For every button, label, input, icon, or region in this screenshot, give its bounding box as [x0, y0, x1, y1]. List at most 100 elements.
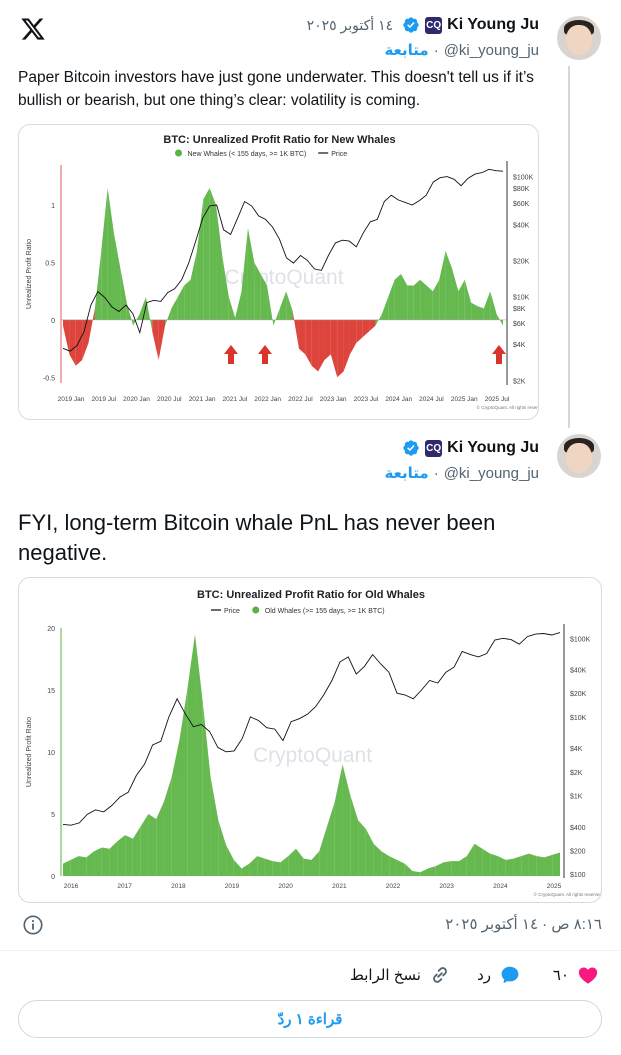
follow-button[interactable]: متابعة: [384, 42, 429, 59]
ratio-area-segment: [356, 319, 363, 343]
ratio-area-segment: [536, 856, 545, 876]
ratio-area-segment: [324, 319, 331, 361]
ratio-area-segment: [171, 296, 178, 320]
y-tick-label: -0.5: [43, 375, 55, 382]
x-tick-label: 2020 Jul: [157, 396, 182, 403]
tweet-text: FYI, long-term Bitcoin whale PnL has nev…: [18, 510, 496, 565]
author-name[interactable]: Ki Young Ju: [447, 439, 539, 456]
y2-tick-label: $40K: [570, 668, 587, 675]
ratio-area-segment: [63, 319, 70, 355]
affiliate-badge-icon: CQ: [425, 439, 443, 457]
tweet-meta: ٨:١٦ ص · ١٤ أكتوبر ٢٠٢٥: [18, 912, 602, 938]
ratio-area-segment: [145, 296, 153, 332]
ratio-area-segment: [202, 702, 211, 876]
author-handle[interactable]: @ki_young_ju: [443, 41, 539, 59]
y2-tick-label: $60K: [513, 201, 530, 208]
like-button[interactable]: ٦٠: [553, 964, 599, 986]
tweet-timestamp[interactable]: ٨:١٦ ص · ١٤ أكتوبر ٢٠٢٥: [445, 916, 602, 933]
x-tick-label: 2024 Jul: [419, 396, 444, 403]
ratio-area-segment: [195, 634, 203, 876]
ratio-area-segment: [394, 274, 401, 320]
tweet-date[interactable]: ١٤ أكتوبر ٢٠٢٥: [306, 16, 394, 33]
ratio-area-segment: [483, 291, 491, 320]
x-tick-label: 2019 Jul: [91, 396, 116, 403]
ratio-area-segment: [140, 814, 149, 876]
chart-image-old-whales[interactable]: BTC: Unrealized Profit Ratio for Old Wha…: [18, 577, 602, 903]
ratio-area-segment: [451, 861, 460, 876]
y2-tick-label: $4K: [513, 342, 526, 349]
ratio-area-segment: [82, 319, 89, 361]
ratio-area-segment: [505, 858, 514, 876]
y2-tick-label: $200: [570, 849, 586, 856]
tweet-text: Paper Bitcoin investors have just gone u…: [18, 69, 534, 109]
avatar[interactable]: [557, 434, 601, 478]
chart-image-new-whales[interactable]: BTC: Unrealized Profit Ratio for New Wha…: [18, 124, 539, 420]
ratio-area-segment: [247, 228, 255, 320]
ratio-area-segment: [101, 187, 108, 320]
y2-tick-label: $80K: [513, 186, 530, 193]
ratio-area-segment: [396, 859, 405, 876]
info-icon[interactable]: [22, 914, 44, 936]
author-name[interactable]: Ki Young Ju: [447, 16, 539, 33]
y2-tick-label: $400: [570, 825, 586, 832]
ratio-area-segment: [427, 866, 436, 876]
y2-tick-label: $100: [570, 872, 586, 879]
legend-label: Price: [331, 151, 347, 158]
x-tick-label: 2016: [64, 883, 79, 890]
ratio-area-segment: [216, 205, 223, 320]
legend-label: Price: [224, 608, 240, 615]
avatar[interactable]: [557, 16, 601, 60]
x-tick-label: 2024 Jan: [385, 396, 412, 403]
ratio-area-segment: [222, 256, 229, 320]
price-line: [62, 168, 504, 352]
y2-tick-label: $1K: [570, 794, 583, 801]
ratio-area-segment: [319, 826, 328, 876]
y-tick-label: 20: [47, 626, 55, 633]
legend-label: Old Whales (>= 155 days, >= 1K BTC): [265, 608, 385, 615]
reply-button[interactable]: رد: [477, 964, 521, 986]
y2-tick-label: $6K: [513, 321, 526, 328]
ratio-area-segment: [249, 856, 258, 876]
copy-link-button[interactable]: نسخ الرابط: [350, 964, 451, 986]
heart-icon: [578, 967, 598, 984]
ratio-area-segment: [286, 291, 293, 320]
ratio-area-segment: [334, 764, 343, 876]
x-tick-label: 2025: [547, 883, 562, 890]
reply-label: رد: [477, 967, 491, 984]
ratio-area-segment: [152, 319, 159, 361]
y-tick-label: 0: [51, 318, 55, 325]
ratio-area-segment: [264, 858, 273, 876]
ratio-area-segment: [63, 859, 71, 876]
ratio-area-segment: [311, 851, 320, 876]
ratio-area-segment: [139, 296, 146, 320]
ratio-area-segment: [412, 871, 421, 876]
x-tick-label: 2023: [439, 883, 454, 890]
chart-footnote: © CryptoQuant. All rights reserved: [534, 891, 602, 897]
ratio-area-segment: [490, 853, 498, 876]
ratio-area-segment: [490, 291, 497, 320]
ratio-area-segment: [420, 279, 427, 320]
dot-separator: ·: [433, 464, 439, 482]
x-tick-label: 2018: [171, 883, 186, 890]
ratio-area-segment: [184, 279, 191, 320]
ratio-area-segment: [350, 795, 359, 876]
ratio-area-segment: [165, 308, 172, 326]
ratio-area-segment: [298, 319, 306, 355]
read-replies-button[interactable]: قراءة ١ ردّ: [18, 1000, 602, 1038]
ratio-area-segment: [471, 302, 478, 320]
ratio-area-segment: [117, 835, 126, 876]
ratio-area-segment: [337, 319, 344, 378]
ratio-area-segment: [209, 187, 217, 320]
link-icon: [433, 967, 447, 983]
author-handle[interactable]: @ki_young_ju: [443, 464, 539, 482]
y2-tick-label: $40K: [513, 222, 530, 229]
x-tick-label: 2021 Jan: [189, 396, 216, 403]
verified-badge-icon: [403, 440, 419, 456]
ratio-area-segment: [280, 856, 289, 876]
x-tick-label: 2022: [386, 883, 401, 890]
ratio-area-segment: [381, 296, 389, 320]
ratio-area-segment: [241, 863, 250, 876]
chart-legend: Price Old Whales (>= 155 days, >= 1K BTC): [211, 606, 385, 615]
ratio-area-segment: [400, 274, 408, 320]
follow-button[interactable]: متابعة: [384, 465, 429, 482]
